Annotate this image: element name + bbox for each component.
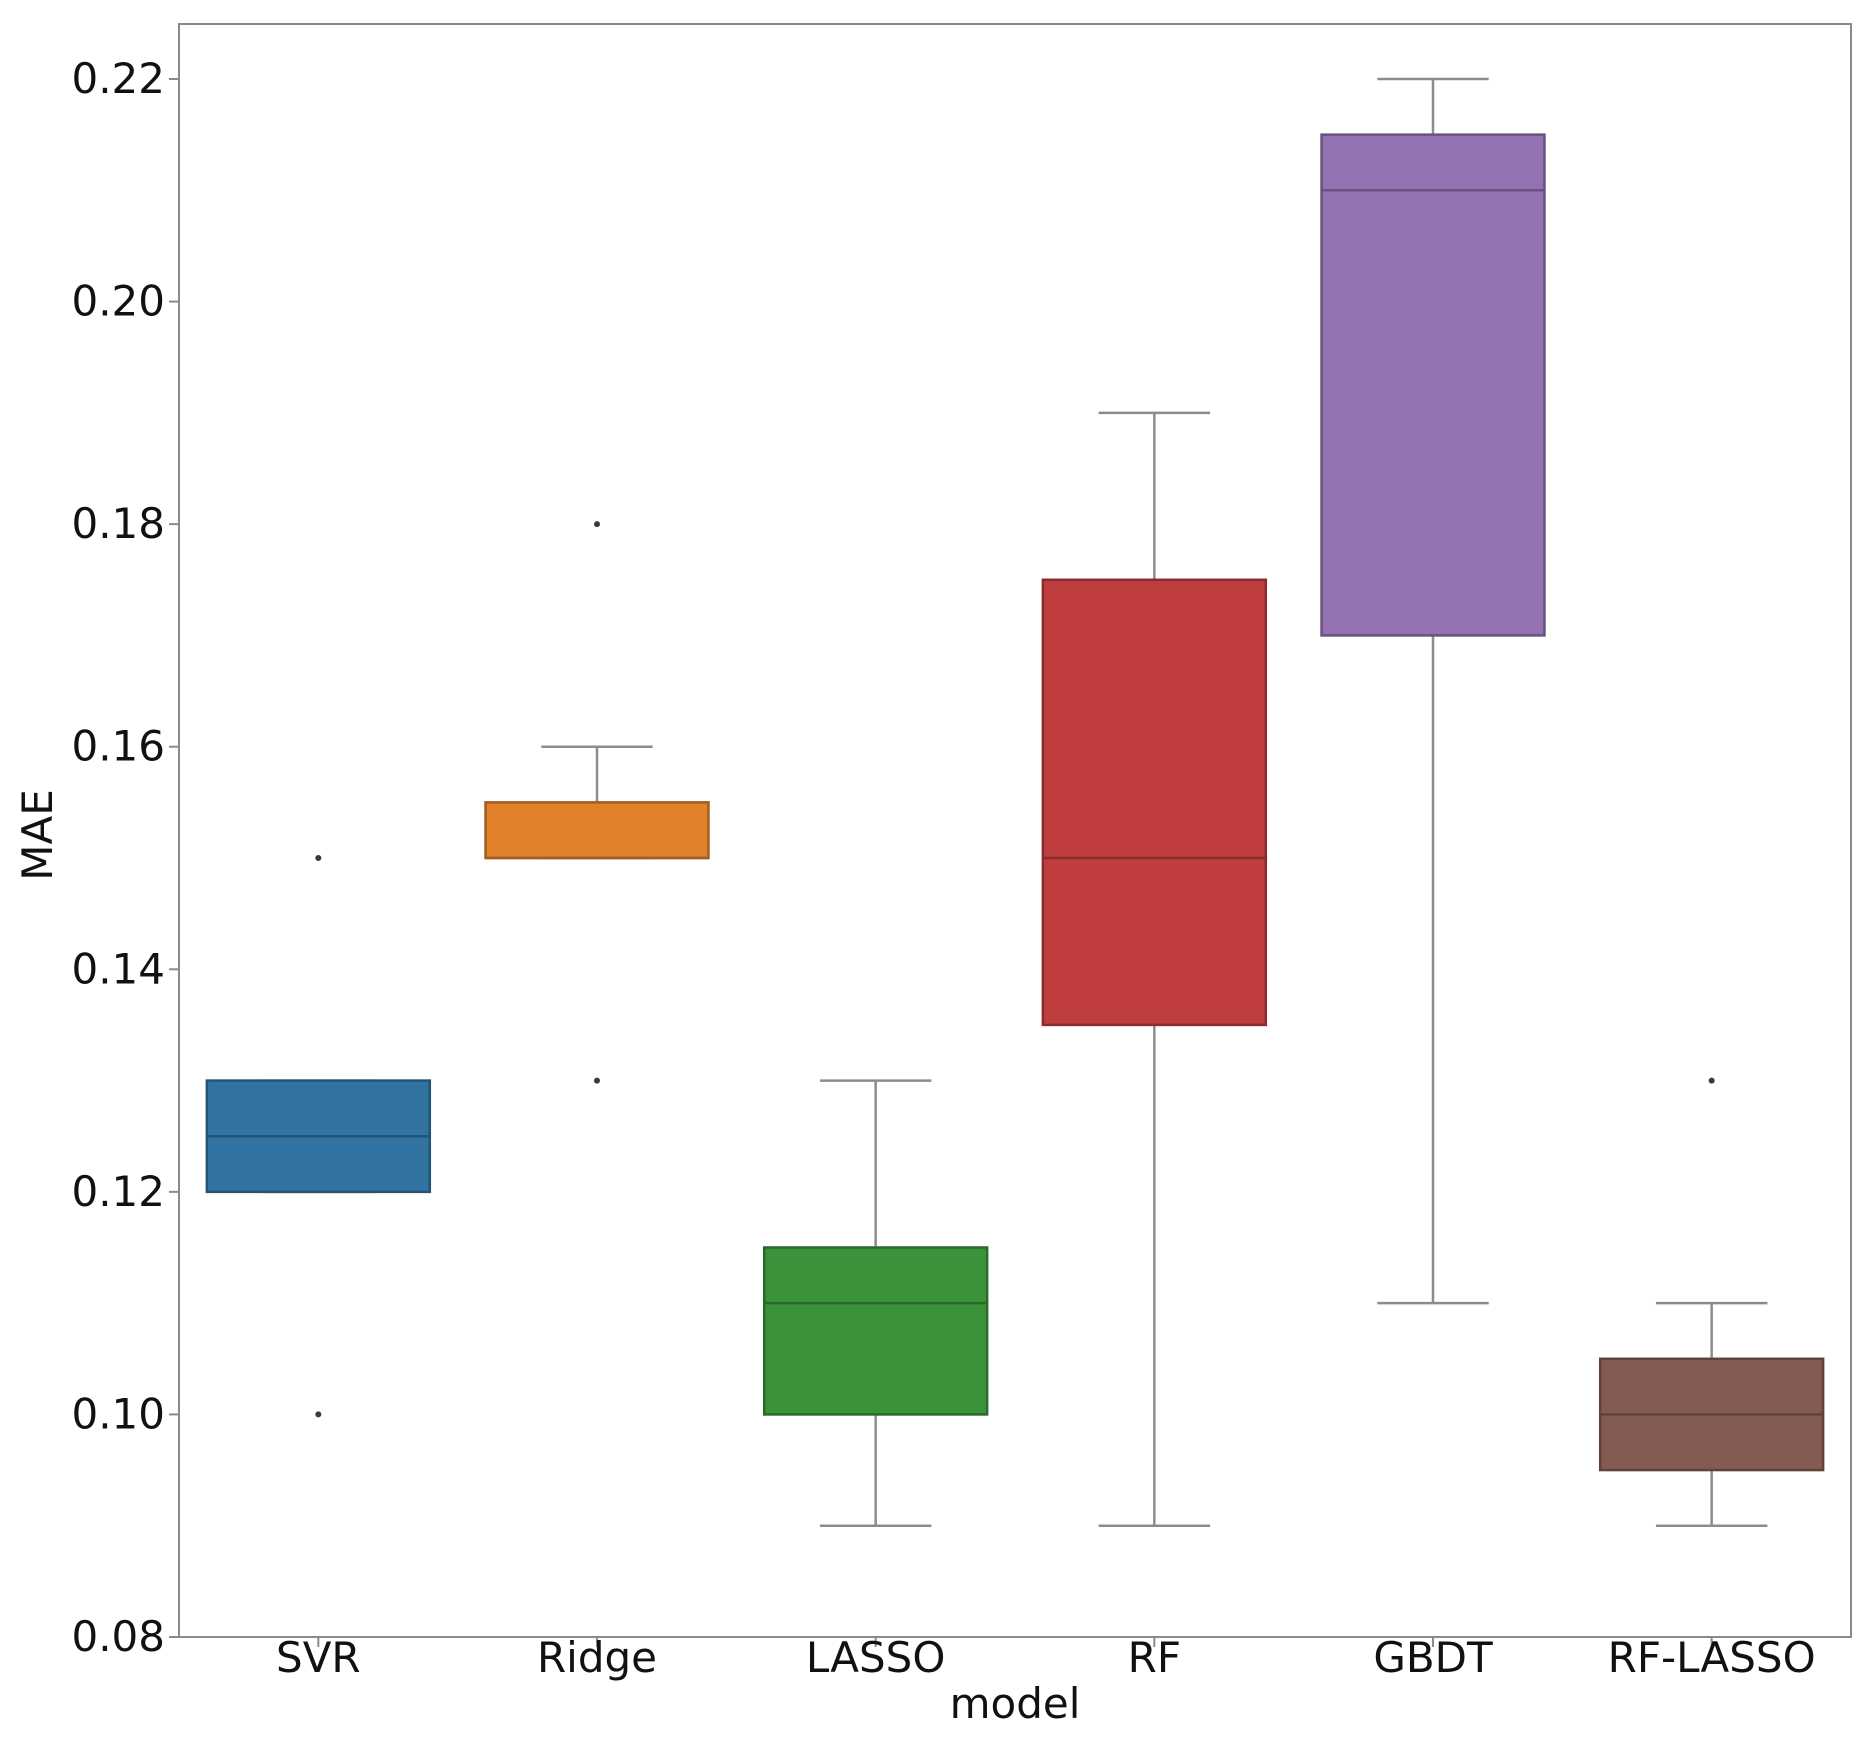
iqr-box [1320,133,1546,637]
y-tick-label: 0.12 [71,1167,165,1216]
y-tick-label: 0.22 [71,54,165,103]
x-tick-label: LASSO [806,1633,945,1682]
outlier-point [315,855,322,861]
outlier-point [315,1411,322,1418]
plot-frame [178,23,1852,1638]
x-tick-label: RF-LASSO [1608,1633,1816,1682]
y-tick-label: 0.08 [71,1612,165,1661]
outlier-point [594,521,600,528]
outlier-point [1708,1077,1715,1084]
box-group-rf [1041,411,1268,1527]
iqr-box [1041,578,1268,1027]
y-tick-label: 0.14 [71,944,165,993]
x-tick-label: SVR [276,1633,361,1682]
outlier-point [594,1077,600,1084]
iqr-box [484,801,710,860]
box-group-lasso [762,1079,989,1527]
x-tick-label: GBDT [1373,1633,1493,1682]
iqr-box [762,1246,989,1416]
y-tick-label: 0.20 [71,277,165,326]
box-group-gbdt [1320,77,1546,1305]
box-group-rf-lasso [1598,1077,1825,1527]
box-group-svr [205,855,432,1418]
y-tick-label: 0.10 [71,1389,165,1438]
x-tick-label: Ridge [537,1633,657,1682]
y-tick-label: 0.16 [71,722,165,771]
box-group-ridge [484,521,710,1084]
y-axis-title: MAE [13,789,62,881]
y-tick-label: 0.18 [71,499,165,548]
x-tick-label: RF [1128,1633,1181,1682]
x-axis-title: model [950,1679,1081,1728]
